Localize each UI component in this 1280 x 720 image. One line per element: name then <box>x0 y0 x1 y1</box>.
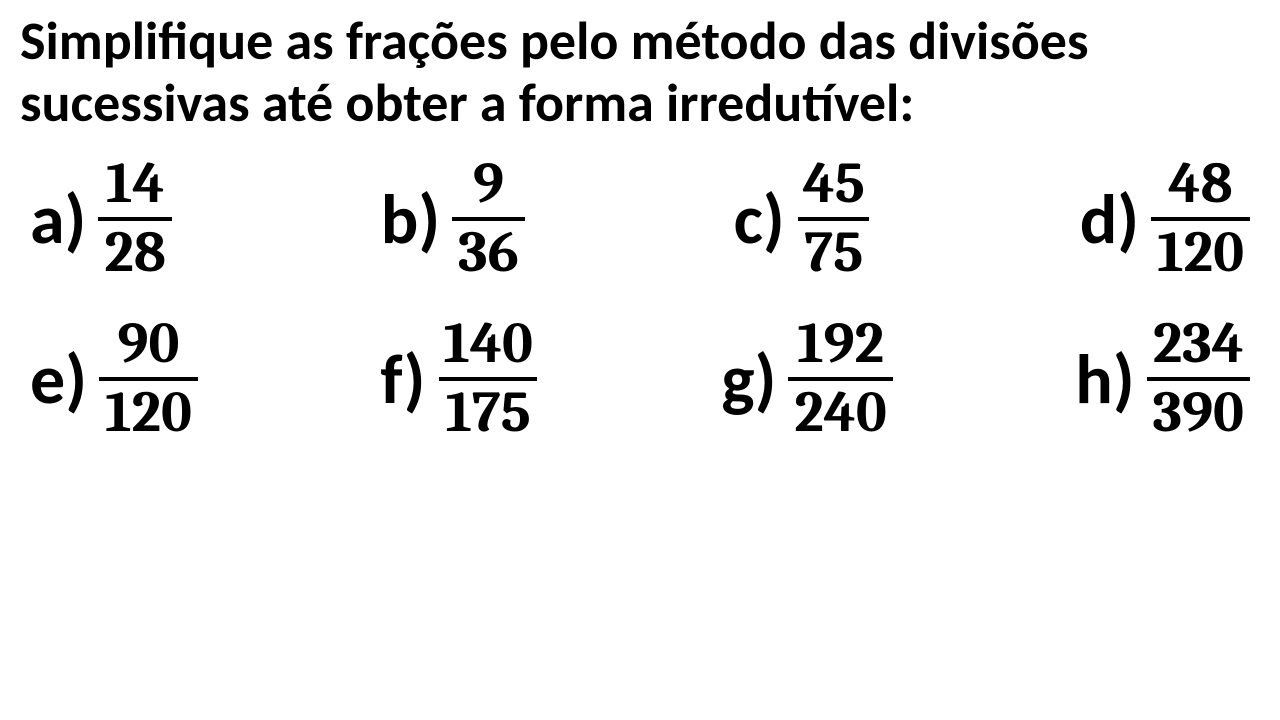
fraction: 90 120 <box>99 314 198 444</box>
numerator: 192 <box>791 314 890 377</box>
problem-item: b) 9 36 <box>381 154 525 284</box>
problems-grid: a) 14 28 b) 9 36 c) 45 75 d) 48 120 <box>20 154 1260 444</box>
fraction: 14 28 <box>98 154 172 284</box>
problem-label: e) <box>30 336 87 422</box>
problem-label: a) <box>30 176 86 262</box>
denominator: 390 <box>1147 377 1250 444</box>
denominator: 240 <box>788 377 892 444</box>
denominator: 120 <box>1151 217 1250 284</box>
numerator: 9 <box>467 154 510 217</box>
problem-label: f) <box>380 336 425 422</box>
problem-label: d) <box>1080 176 1139 262</box>
fraction: 45 75 <box>797 154 871 284</box>
instruction-text: Simplifique as frações pelo método das d… <box>20 10 1260 134</box>
problem-item: c) 45 75 <box>734 154 871 284</box>
fraction: 234 390 <box>1147 314 1250 444</box>
problem-item: f) 140 175 <box>380 314 539 444</box>
fraction: 192 240 <box>788 314 892 444</box>
denominator: 36 <box>452 217 525 284</box>
problem-item: e) 90 120 <box>30 314 198 444</box>
problem-label: g) <box>721 336 776 422</box>
denominator: 28 <box>98 217 172 284</box>
numerator: 234 <box>1147 314 1250 377</box>
problem-row: a) 14 28 b) 9 36 c) 45 75 d) 48 120 <box>20 154 1260 284</box>
denominator: 120 <box>99 377 198 444</box>
denominator: 175 <box>439 377 536 444</box>
numerator: 90 <box>112 314 186 377</box>
problem-item: h) 234 390 <box>1075 314 1250 444</box>
problem-label: b) <box>381 176 440 262</box>
problem-label: c) <box>734 176 785 262</box>
fraction: 48 120 <box>1151 154 1250 284</box>
denominator: 75 <box>798 217 869 284</box>
numerator: 48 <box>1162 154 1238 217</box>
problem-item: a) 14 28 <box>30 154 172 284</box>
fraction: 140 175 <box>437 314 539 444</box>
numerator: 45 <box>797 154 871 217</box>
problem-item: g) 192 240 <box>721 314 892 444</box>
fraction: 9 36 <box>452 154 525 284</box>
problem-item: d) 48 120 <box>1080 154 1250 284</box>
numerator: 140 <box>437 314 539 377</box>
problem-label: h) <box>1075 336 1134 422</box>
problem-row: e) 90 120 f) 140 175 g) 192 240 h) 234 <box>20 314 1260 444</box>
numerator: 14 <box>100 154 171 217</box>
